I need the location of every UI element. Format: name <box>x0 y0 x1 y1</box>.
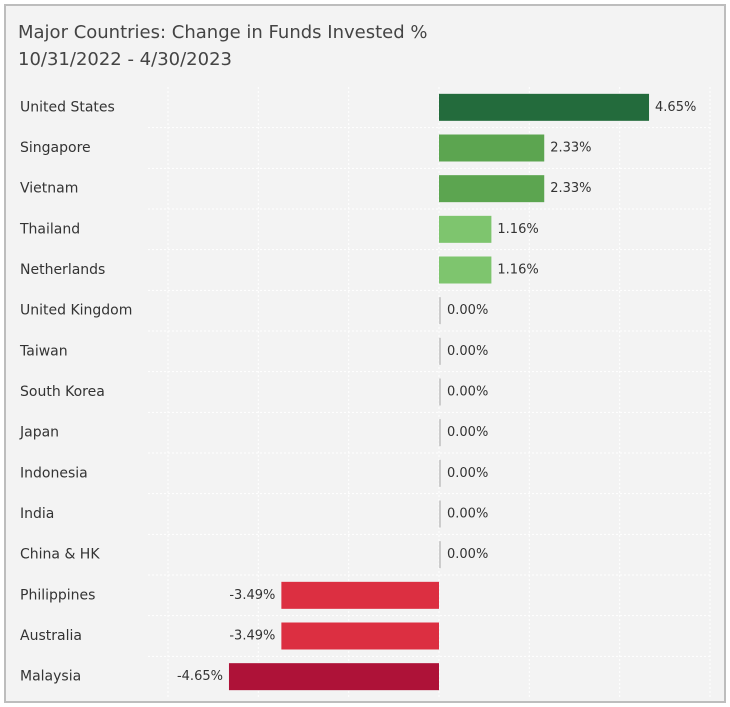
bar <box>439 215 492 243</box>
value-label: 0.00% <box>447 385 488 400</box>
bar <box>439 297 441 325</box>
bar <box>439 419 441 447</box>
category-label: Taiwan <box>19 343 68 359</box>
value-label: -4.65% <box>177 669 223 684</box>
value-label: 0.00% <box>447 547 488 562</box>
category-label: Japan <box>19 425 59 441</box>
bar <box>281 581 439 609</box>
value-label: 0.00% <box>447 507 488 522</box>
chart-title: Major Countries: Change in Funds Investe… <box>18 22 427 43</box>
category-label: India <box>20 506 54 522</box>
category-label: Singapore <box>20 140 91 156</box>
value-label: 1.16% <box>497 263 538 278</box>
value-label: -3.49% <box>229 629 275 644</box>
bar <box>281 622 439 650</box>
category-label: Indonesia <box>20 465 88 481</box>
category-label: United States <box>20 99 115 115</box>
value-label: 0.00% <box>447 344 488 359</box>
value-label: 1.16% <box>497 222 538 237</box>
bar <box>439 93 650 121</box>
chart-subtitle: 10/31/2022 - 4/30/2023 <box>18 49 232 70</box>
value-label: 0.00% <box>447 425 488 440</box>
value-label: 4.65% <box>655 100 696 115</box>
category-label: Thailand <box>19 221 80 237</box>
bar <box>439 337 441 365</box>
category-label: Netherlands <box>20 262 105 278</box>
value-label: -3.49% <box>229 588 275 603</box>
value-label: 2.33% <box>550 181 591 196</box>
bar <box>439 541 441 569</box>
bar <box>439 378 441 406</box>
bar <box>439 459 441 487</box>
bar <box>439 256 492 284</box>
category-label: Malaysia <box>20 669 81 685</box>
bar <box>439 134 545 162</box>
value-label: 0.00% <box>447 466 488 481</box>
value-label: 2.33% <box>550 141 591 156</box>
value-label: 0.00% <box>447 303 488 318</box>
bar <box>228 663 439 691</box>
bar <box>439 175 545 203</box>
category-label: Philippines <box>20 587 95 603</box>
category-label: Australia <box>20 628 82 644</box>
category-label: South Korea <box>20 384 105 400</box>
category-label: China & HK <box>20 547 100 563</box>
category-label: Vietnam <box>20 181 78 197</box>
bar <box>439 500 441 528</box>
category-label: United Kingdom <box>20 303 132 319</box>
